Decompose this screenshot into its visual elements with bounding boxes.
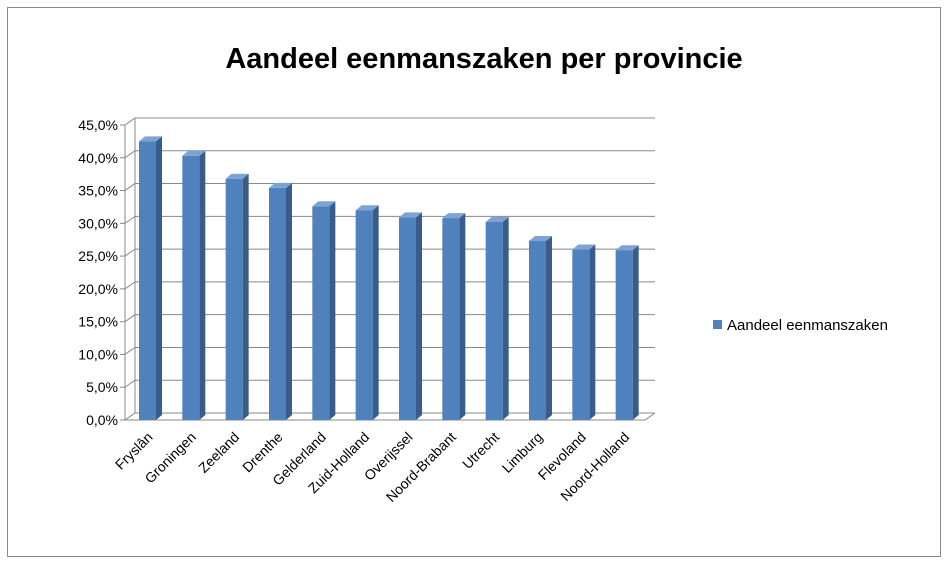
chart-title: Aandeel eenmanszaken per provincie bbox=[225, 43, 742, 75]
y-tick-label: 15,0% bbox=[78, 314, 118, 330]
grid-line bbox=[124, 150, 655, 159]
bar bbox=[399, 217, 416, 420]
bar bbox=[312, 206, 330, 420]
y-tick-label: 25,0% bbox=[78, 248, 118, 264]
bar-top bbox=[269, 182, 292, 188]
bar-top bbox=[139, 136, 162, 142]
bar bbox=[139, 141, 156, 420]
bar bbox=[615, 250, 633, 420]
bar-side bbox=[502, 217, 509, 420]
bar-top bbox=[182, 150, 206, 156]
bar-side bbox=[199, 150, 206, 421]
grid-line bbox=[124, 215, 655, 224]
bar bbox=[355, 210, 373, 420]
y-tick-label: 35,0% bbox=[78, 183, 118, 199]
y-tick-label: 5,0% bbox=[86, 379, 118, 395]
bar-side bbox=[459, 213, 466, 420]
bar bbox=[485, 222, 503, 420]
bar bbox=[572, 249, 590, 420]
bar-top bbox=[442, 213, 466, 219]
bar-side bbox=[286, 182, 292, 420]
bar-top bbox=[312, 201, 336, 207]
grid-line bbox=[124, 183, 655, 191]
bar-top bbox=[399, 212, 422, 218]
bar-side bbox=[416, 212, 422, 420]
y-tick-label: 40,0% bbox=[78, 150, 118, 166]
legend-swatch bbox=[713, 320, 722, 329]
bar-side bbox=[546, 236, 552, 420]
grid-line bbox=[124, 248, 655, 257]
bar-top bbox=[529, 236, 552, 242]
bar bbox=[225, 178, 243, 420]
y-tick-label: 0,0% bbox=[86, 412, 118, 428]
grid-line bbox=[124, 346, 655, 355]
bar bbox=[442, 218, 460, 420]
y-tick-label: 30,0% bbox=[78, 215, 118, 231]
floor bbox=[125, 412, 656, 421]
bar-side bbox=[156, 136, 162, 420]
bar-top bbox=[225, 173, 249, 179]
bar-side bbox=[242, 173, 249, 420]
grid-line bbox=[124, 379, 655, 388]
grid-line bbox=[124, 412, 655, 421]
legend-label: Aandeel eenmanszaken bbox=[727, 317, 888, 334]
grid-line bbox=[124, 281, 655, 290]
bar-side bbox=[589, 244, 596, 420]
bar bbox=[182, 155, 200, 421]
bar-top bbox=[485, 217, 509, 223]
bar-top bbox=[355, 205, 379, 211]
bar bbox=[269, 187, 286, 420]
y-tick-label: 20,0% bbox=[78, 281, 118, 297]
grid-line bbox=[124, 117, 655, 126]
bar-side bbox=[632, 245, 639, 420]
bar bbox=[529, 241, 546, 420]
y-tick-label: 10,0% bbox=[78, 346, 118, 362]
bar-top bbox=[572, 244, 596, 250]
bar-side bbox=[372, 205, 379, 420]
bar-top bbox=[615, 245, 639, 251]
y-tick-label: 45,0% bbox=[78, 117, 118, 133]
grid-line bbox=[124, 314, 655, 323]
bar-side bbox=[329, 201, 336, 420]
